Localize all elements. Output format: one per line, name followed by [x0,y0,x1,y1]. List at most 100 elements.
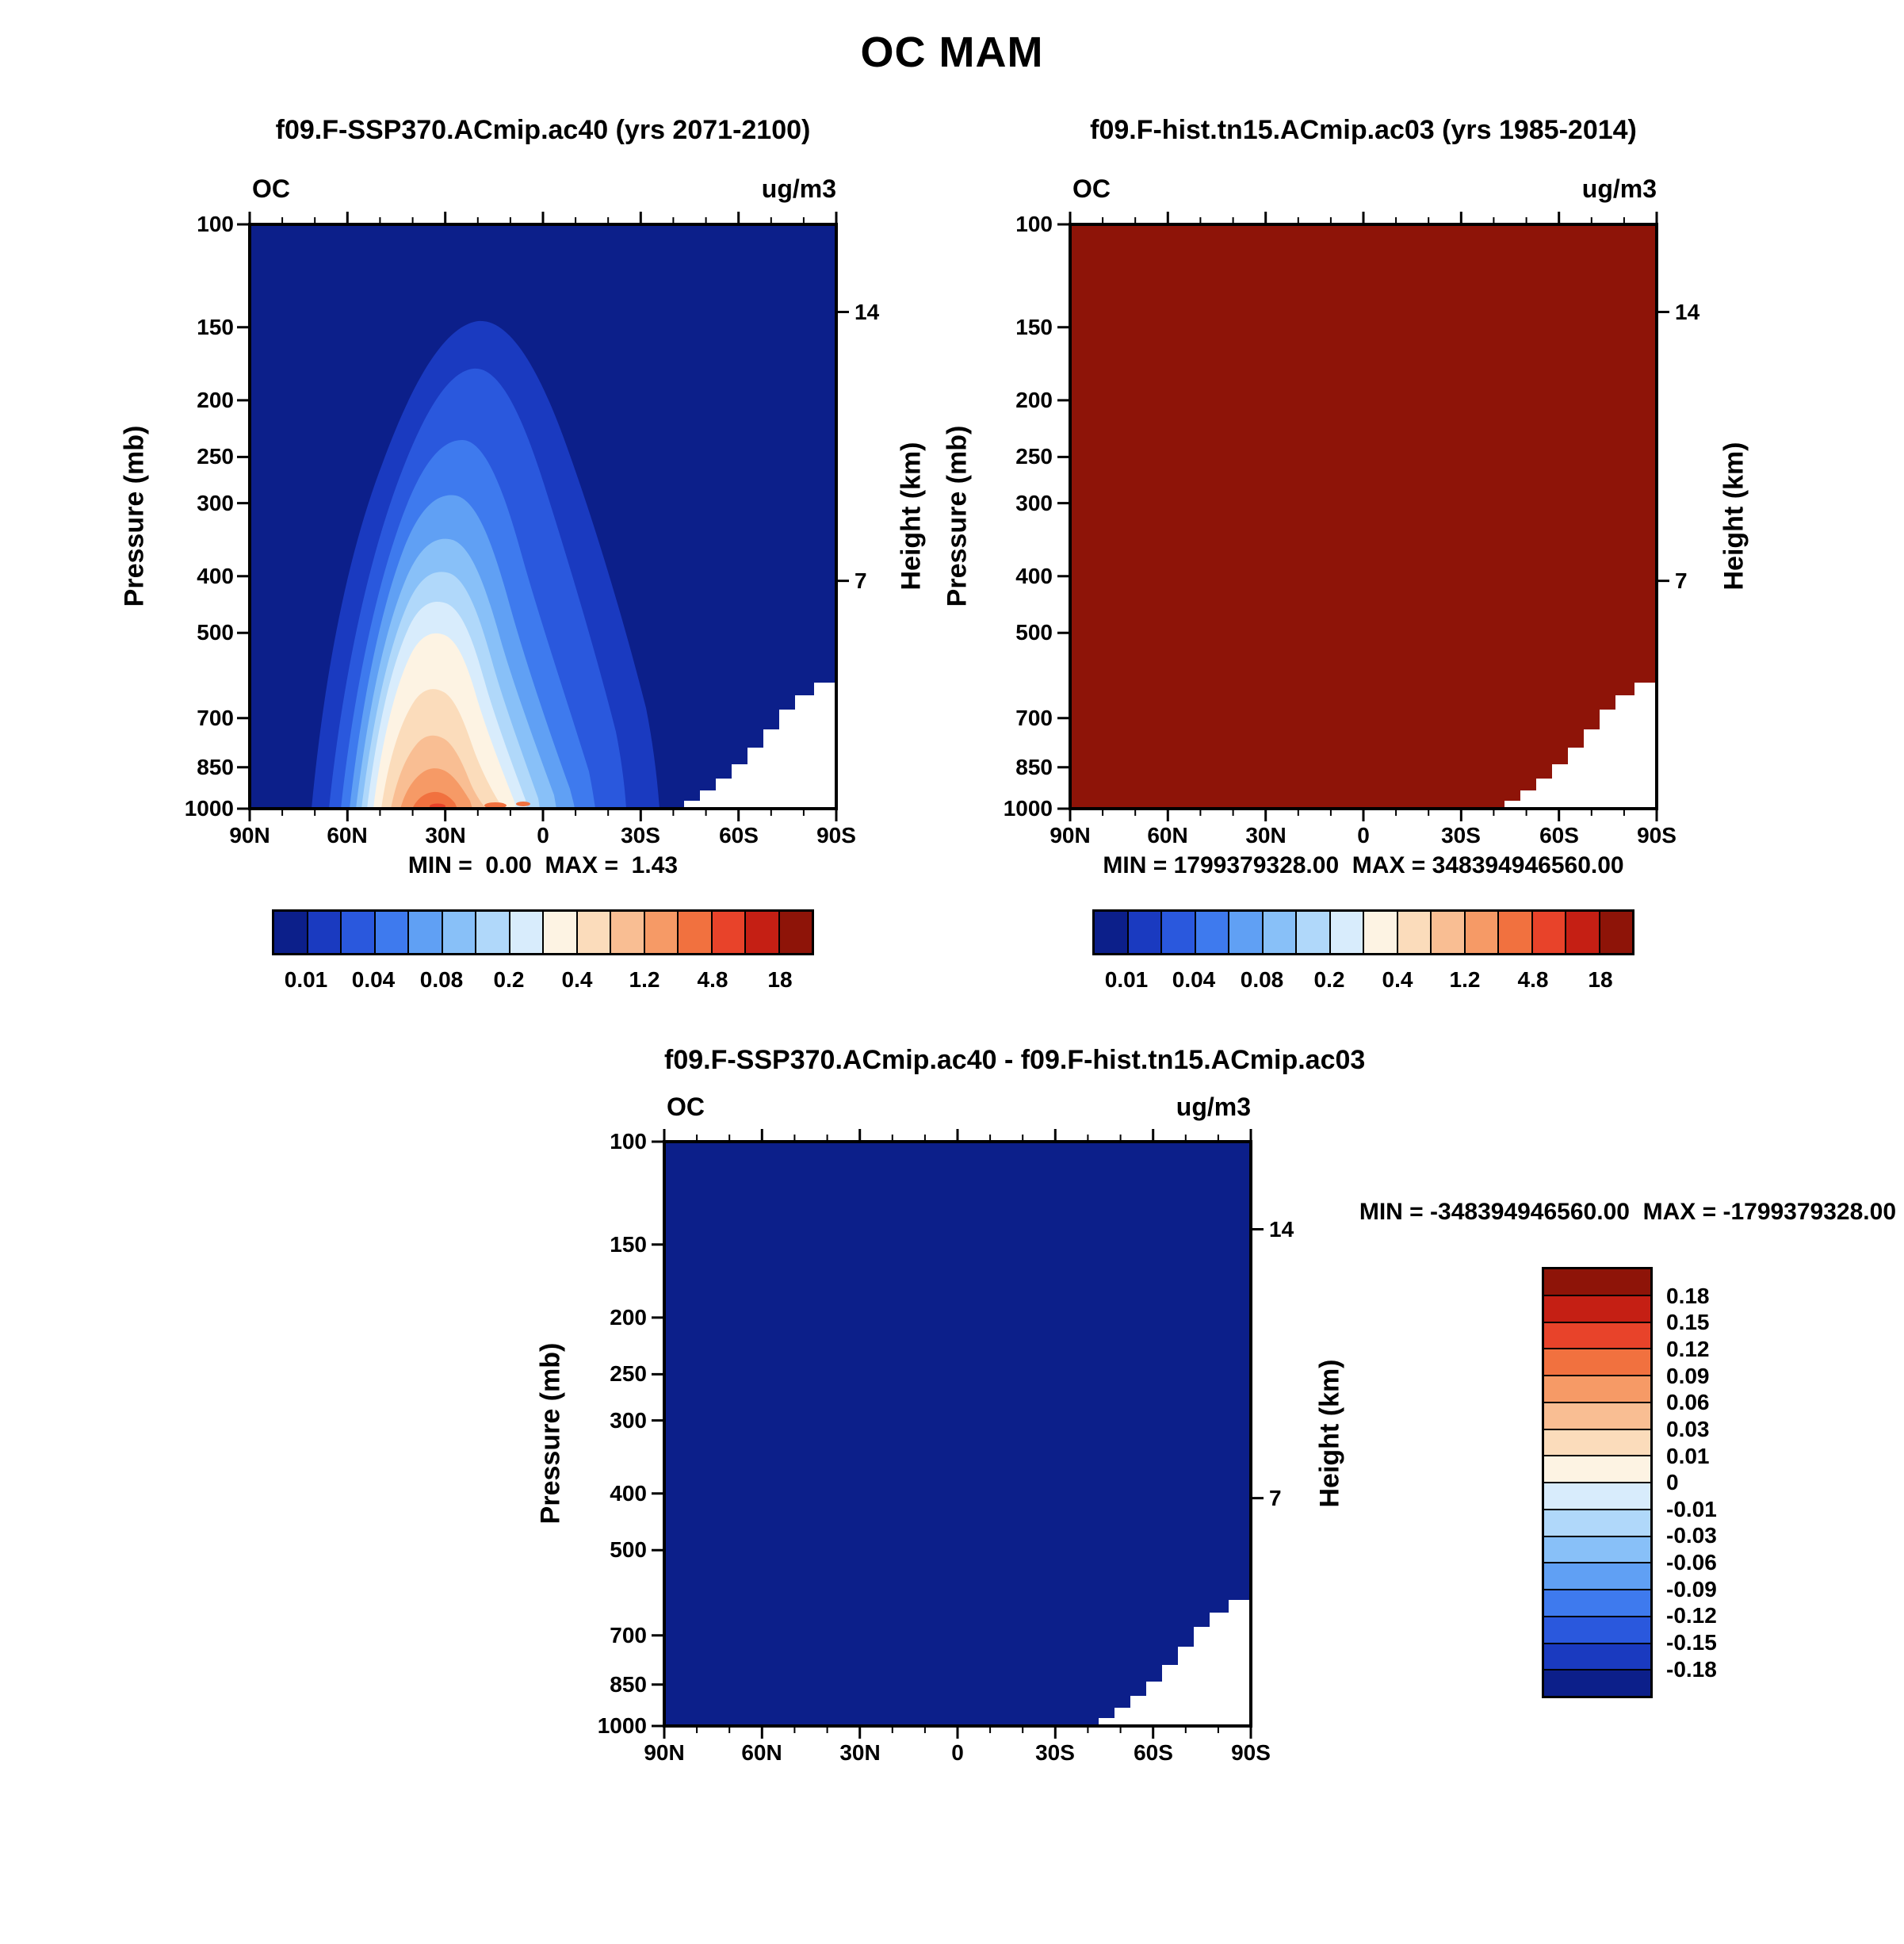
panel1-var-label: OC [252,174,290,203]
colorbar-cell [1463,912,1497,953]
panel3-units-label: ug/m3 [1176,1093,1251,1121]
panel1-minmax: MIN = 0.00 MAX = 1.43 [407,852,679,878]
panel1-plot [235,210,851,823]
diff-colorbar-tick-label: 0.12 [1666,1337,1710,1361]
lat-tick-label: 60S [1539,823,1579,848]
colorbar-cell [1544,1428,1650,1456]
pressure-tick-label: 850 [1015,755,1053,779]
pressure-tick-label: 100 [197,212,234,236]
lat-tick-label: 30S [621,823,660,848]
plot-border [248,223,838,810]
colorbar-cell [1295,912,1329,953]
lat-tick-label: 30S [1035,1740,1075,1765]
diff-colorbar-tick-label: -0.03 [1666,1523,1717,1548]
pressure-tick-label: 500 [197,620,234,645]
pressure-tick-label: 150 [610,1232,647,1257]
colorbar-cell [575,912,610,953]
pressure-tick-label: 1000 [597,1713,647,1738]
colorbar-tick-label: 0.08 [1240,967,1284,992]
panel1-y2label: Height (km) [896,442,927,591]
colorbar-cell [1329,912,1363,953]
pressure-tick-label: 250 [610,1361,647,1386]
colorbar-tick-label: 0.4 [561,967,593,992]
lat-tick-label: 90S [1637,823,1677,848]
lat-tick-label: 90N [644,1740,685,1765]
panel2-var-label: OC [1072,174,1111,203]
lat-tick-label: 90S [816,823,856,848]
colorbar-cell [306,912,340,953]
colorbar-cell [1544,1589,1650,1616]
colorbar-tick-label: 1.2 [1449,967,1481,992]
colorbar-cell [1160,912,1195,953]
pressure-tick-label: 1000 [1003,796,1053,821]
colorbar-cell [1095,912,1127,953]
colorbar-cell [1544,1535,1650,1563]
pressure-tick-label: 1000 [184,796,234,821]
pressure-tick-label: 700 [1015,706,1053,730]
colorbar-cell [1363,912,1397,953]
colorbar-cell [407,912,442,953]
contour-max-spot [516,802,530,806]
colorbar-cell [1598,912,1632,953]
pressure-tick-label: 250 [1015,444,1053,469]
pressure-tick-label: 100 [1015,212,1053,236]
colorbar-tick-label: 4.8 [697,967,728,992]
diff-colorbar-tick-label: 0.06 [1666,1390,1710,1414]
colorbar-cell [710,912,744,953]
colorbar-cell [1544,1348,1650,1375]
panel2-plot [1056,210,1671,823]
colorbar-cell [1544,1294,1650,1322]
colorbar-cell [1544,1321,1650,1349]
colorbar-cell [1544,1455,1650,1482]
colorbar-cell [778,912,812,953]
pressure-tick-label: 500 [610,1537,647,1562]
colorbar-tick-label: 0.01 [1104,967,1149,992]
panel3-title: f09.F-SSP370.ACmip.ac40 - f09.F-hist.tn1… [664,1045,1366,1075]
panel2-ylabel: Pressure (mb) [942,425,973,607]
colorbar-cell [1544,1615,1650,1643]
contour-fill-saturated-max [1070,224,1657,809]
panel3-y2label: Height (km) [1314,1359,1345,1508]
pressure-tick-label: 250 [197,444,234,469]
colorbar-cell [677,912,711,953]
colorbar-cell [1194,912,1228,953]
contour-level-fill [412,791,457,809]
colorbar-cell [1544,1269,1650,1295]
diff-colorbar-tick-label: 0.18 [1666,1284,1710,1308]
pressure-tick-label: 700 [610,1623,647,1647]
lat-tick-label: 30N [839,1740,881,1765]
colorbar-cell [441,912,475,953]
lat-tick-label: 60N [327,823,368,848]
diff-colorbar-tick-label: 0.09 [1666,1364,1710,1388]
pressure-tick-label: 150 [1015,315,1053,339]
panel2-minmax: MIN = 1799379328.00 MAX = 348394946560.0… [1103,852,1624,878]
colorbar-cell [1544,1508,1650,1536]
colorbar-cell [1565,912,1599,953]
plot-border [1069,223,1658,810]
colorbar-tick-label: 0.4 [1382,967,1413,992]
lat-tick-label: 0 [951,1740,964,1765]
colorbar-cell [274,912,307,953]
pressure-tick-label: 850 [610,1672,647,1697]
panel1-ylabel: Pressure (mb) [119,425,150,607]
lat-tick-label: 0 [1357,823,1370,848]
lat-tick-label: 90N [229,823,270,848]
colorbar-cell [542,912,576,953]
diff-colorbar-tick-label: -0.18 [1666,1657,1717,1682]
colorbar-cell [643,912,677,953]
panel3-colorbar [1542,1267,1653,1698]
colorbar-cell [1544,1482,1650,1509]
height-tick-label: 7 [1269,1486,1282,1510]
pressure-tick-label: 200 [197,388,234,412]
panel2-title: f09.F-hist.tn15.ACmip.ac03 (yrs 1985-201… [1090,115,1637,145]
colorbar-cell [1261,912,1295,953]
pressure-tick-label: 150 [197,315,234,339]
contour-level-fill [400,768,472,809]
diff-colorbar-tick-label: -0.12 [1666,1603,1717,1628]
colorbar-cell [475,912,509,953]
colorbar-cell [1544,1562,1650,1589]
panel3-minmax: MIN = -348394946560.00 MAX = -1799379328… [1359,1199,1896,1225]
colorbar-tick-label: 0.04 [1172,967,1216,992]
colorbar-cell [1228,912,1262,953]
colorbar-tick-label: 1.2 [629,967,660,992]
